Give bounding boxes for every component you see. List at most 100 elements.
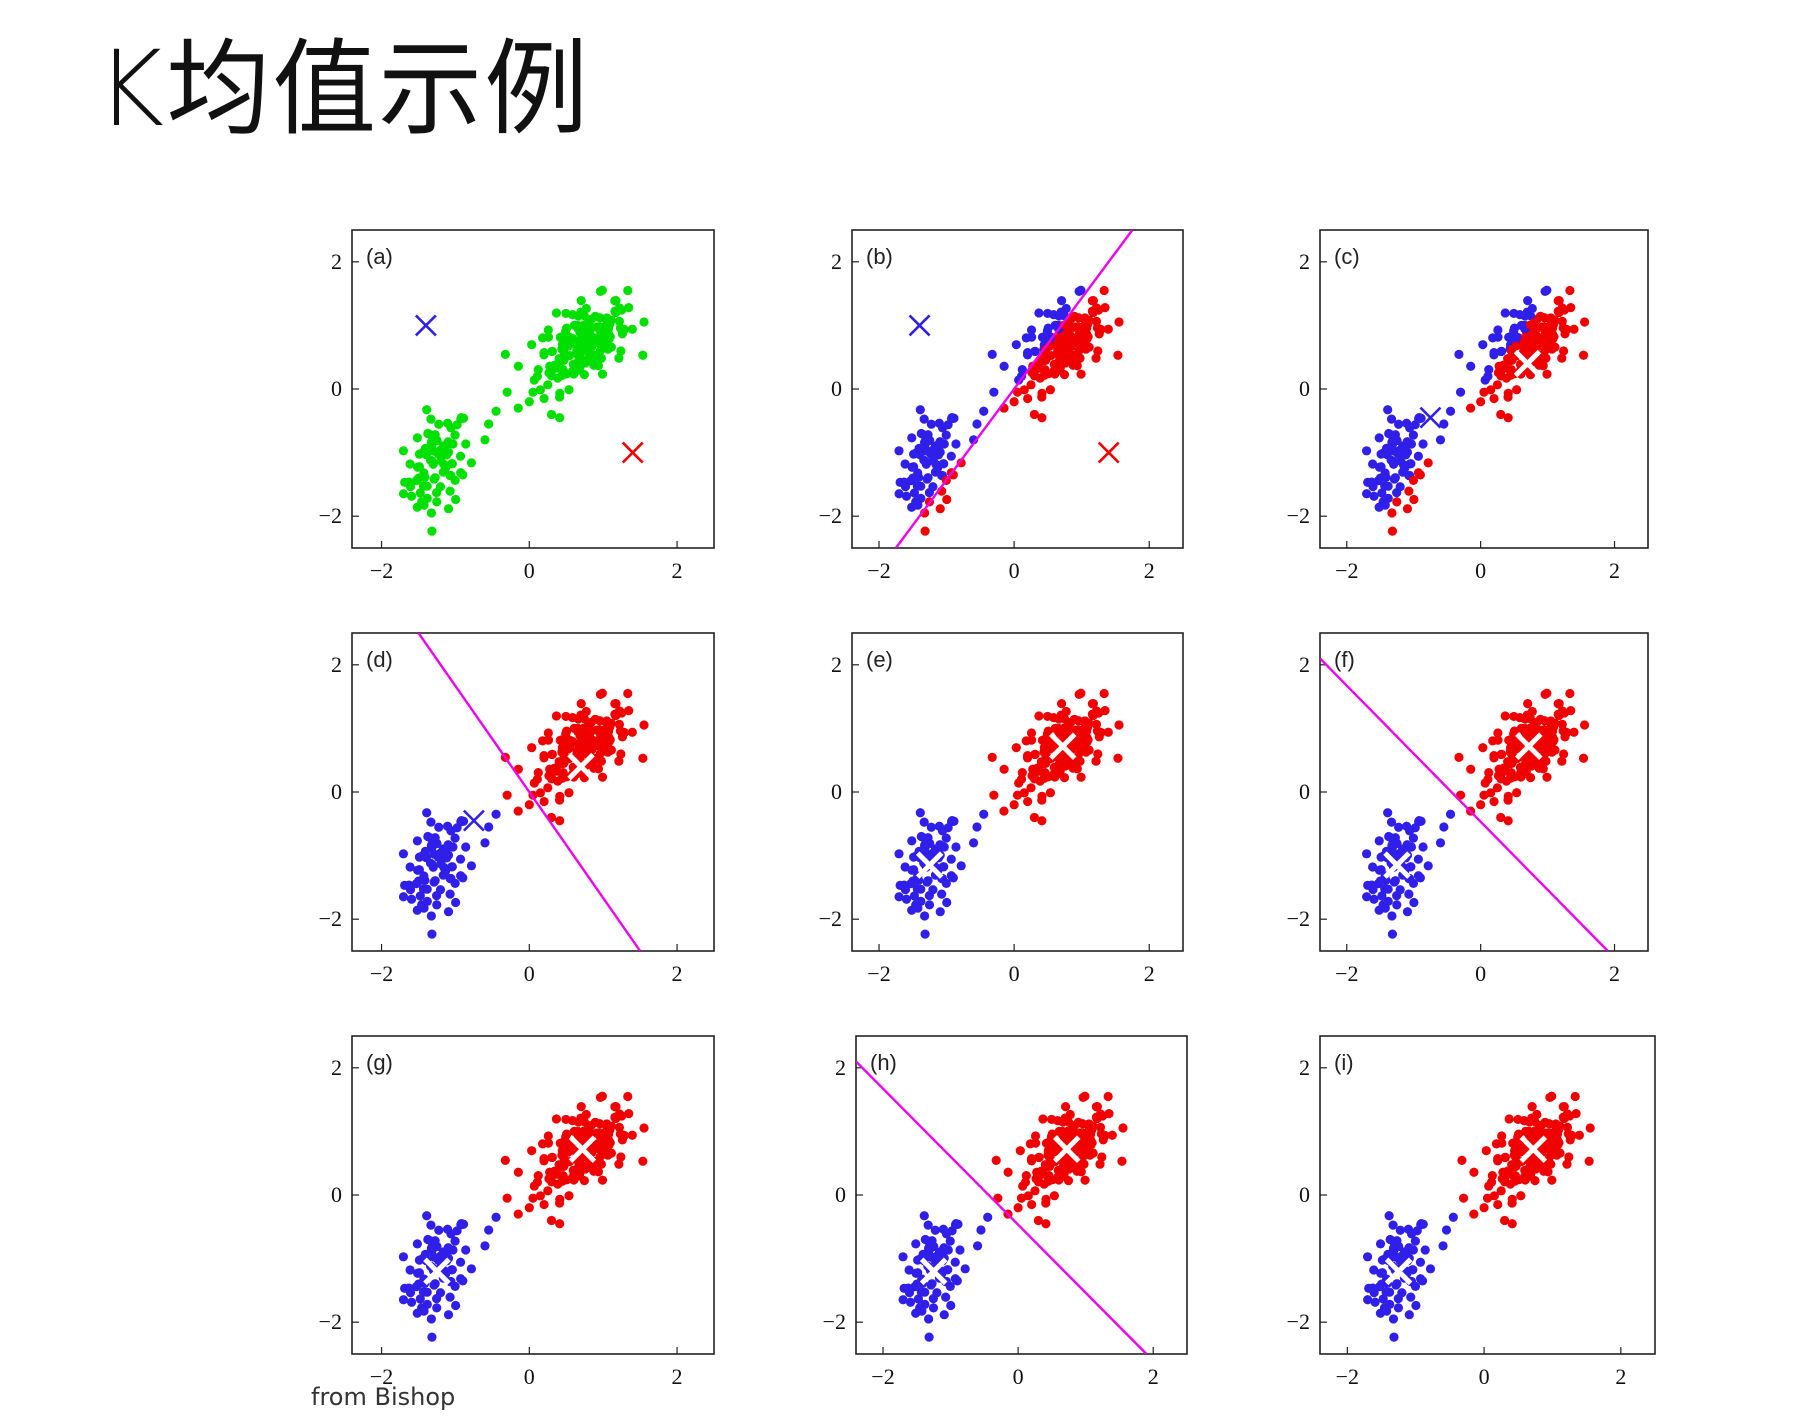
data-point [1564,1152,1574,1162]
data-point [443,1243,453,1253]
data-point [425,455,436,465]
data-point [1118,1123,1128,1133]
data-point [1026,325,1037,335]
data-point [1547,1175,1557,1185]
data-point [1509,323,1520,333]
data-point [955,1245,965,1255]
x-tick-label: 2 [1609,961,1620,986]
data-point [1466,361,1476,371]
data-point [614,353,624,363]
data-point [1569,727,1579,737]
data-point [1037,816,1047,826]
data-point [593,764,604,774]
data-point [406,491,417,501]
data-point [1369,894,1379,904]
data-point [1506,749,1517,759]
panel-label: (d) [366,647,393,672]
data-point [1011,340,1021,350]
data-point [898,1295,908,1305]
data-point [1545,315,1556,325]
data-point [919,1211,929,1221]
data-point [480,1241,490,1251]
data-point [513,361,523,371]
data-point [603,1150,613,1160]
data-point [1520,336,1530,346]
data-point [1406,862,1416,872]
data-point [538,736,548,746]
x-tick-label: 2 [1615,1364,1626,1389]
data-point [554,392,565,402]
data-point [1023,796,1033,807]
data-point [1538,361,1548,371]
data-point [419,850,430,860]
data-point [423,1234,433,1245]
data-point [1484,364,1494,375]
data-point [556,758,566,769]
y-tick-label: 0 [831,779,842,804]
data-point [1385,1234,1395,1245]
data-point [919,911,930,921]
data-point [1406,459,1416,469]
data-point [1510,1170,1520,1181]
data-point [1579,317,1590,327]
data-point [443,1310,454,1320]
data-point [451,897,461,908]
data-point [1547,747,1557,757]
data-point [911,497,921,507]
data-point [1072,361,1082,371]
data-point [426,817,436,827]
data-point [946,1300,956,1311]
data-point [1064,354,1074,364]
x-tick-label: −2 [370,961,393,986]
data-point [1387,840,1397,851]
data-point [1079,1159,1089,1169]
data-point [1091,756,1101,766]
centroid-marker [1419,406,1442,429]
data-point [1076,1167,1086,1177]
data-point [1507,1219,1517,1229]
data-point [1406,1292,1416,1302]
data-point [1445,406,1456,416]
data-point [1061,706,1071,717]
data-point [1003,1167,1013,1177]
y-tick-label: 0 [1299,779,1310,804]
data-point [564,788,574,798]
data-point [1091,353,1101,363]
data-point [1585,1123,1595,1133]
data-point [1376,1268,1386,1278]
data-point [426,414,436,424]
data-point [543,783,553,793]
data-point [430,833,440,843]
data-point [1497,1131,1507,1141]
data-point [1525,723,1536,733]
data-point [1408,833,1418,843]
data-point [1417,1276,1428,1286]
x-tick-label: 2 [1144,558,1155,583]
data-point [1547,344,1557,354]
data-point [1023,393,1033,404]
data-point [1038,1114,1048,1124]
data-point [1363,1295,1373,1305]
data-point [455,451,466,461]
data-point [502,1193,512,1203]
data-point [458,1276,468,1286]
data-point [558,767,568,778]
data-point [1423,458,1433,468]
data-point [426,911,436,921]
data-point [999,361,1009,371]
data-point [1386,817,1397,827]
data-point [450,833,460,843]
data-point [573,336,583,346]
data-point [1494,361,1504,371]
panel-label: (h) [870,1050,897,1075]
data-point [1409,494,1419,505]
data-point [1030,1131,1041,1141]
data-point [528,1193,538,1203]
data-point [1574,1130,1584,1140]
data-point [425,858,436,868]
data-point [591,1128,602,1138]
data-point [923,1243,934,1254]
data-point [1498,1167,1508,1177]
data-point [946,854,956,864]
data-point [435,1288,446,1298]
